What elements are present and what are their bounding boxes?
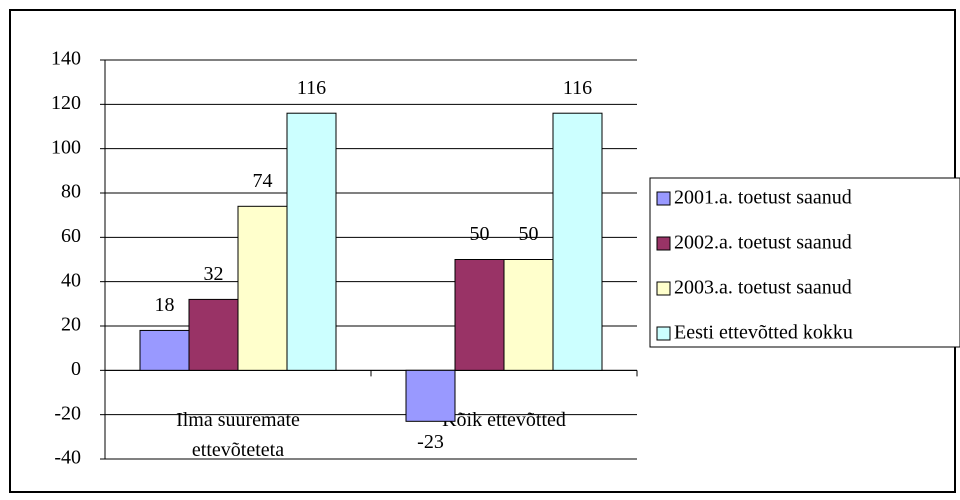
value-label: 50 — [470, 223, 490, 245]
y-tick-label: 120 — [51, 92, 81, 114]
legend-marker — [656, 281, 671, 296]
x-tick-label: Ilma suuremate ettevõteteta — [176, 409, 300, 462]
y-tick-label: 60 — [61, 225, 81, 247]
x-tick-label: Kõik ettevõtted — [442, 409, 566, 432]
value-label: 116 — [297, 77, 326, 99]
bar — [552, 112, 603, 371]
bar — [503, 259, 554, 371]
y-tick-label: 80 — [61, 181, 81, 203]
bar — [405, 369, 456, 422]
value-label: 18 — [155, 294, 175, 316]
value-label: 116 — [563, 77, 592, 99]
y-tick-label: -40 — [54, 447, 81, 469]
legend-marker — [656, 236, 671, 251]
value-label: 50 — [519, 223, 539, 245]
legend-label: 2003.a. toetust saanud — [674, 277, 852, 299]
legend-label: 2002.a. toetust saanud — [674, 232, 852, 254]
x-tick-label-box: Kõik ettevõtted — [442, 409, 566, 432]
value-label: 32 — [204, 263, 224, 285]
x-tick-label-box: Ilma suuremate ettevõteteta — [176, 409, 300, 462]
legend-marker — [656, 191, 671, 206]
bar — [454, 259, 505, 371]
legend-label: Eesti ettevõtted kokku — [674, 322, 853, 344]
value-label: 74 — [253, 170, 273, 192]
y-tick-label: 40 — [61, 269, 81, 291]
bar — [286, 112, 337, 371]
bar — [188, 298, 239, 371]
y-tick-label: 140 — [51, 48, 81, 70]
legend-marker — [656, 326, 671, 341]
y-tick-label: 0 — [71, 358, 81, 380]
bar — [237, 205, 288, 371]
y-tick-label: 20 — [61, 314, 81, 336]
y-tick-label: -20 — [54, 402, 81, 424]
value-label: -23 — [417, 431, 444, 453]
legend-box — [649, 177, 960, 348]
bar — [139, 329, 190, 371]
y-tick-label: 100 — [51, 136, 81, 158]
legend-label: 2001.a. toetust saanud — [674, 187, 852, 209]
